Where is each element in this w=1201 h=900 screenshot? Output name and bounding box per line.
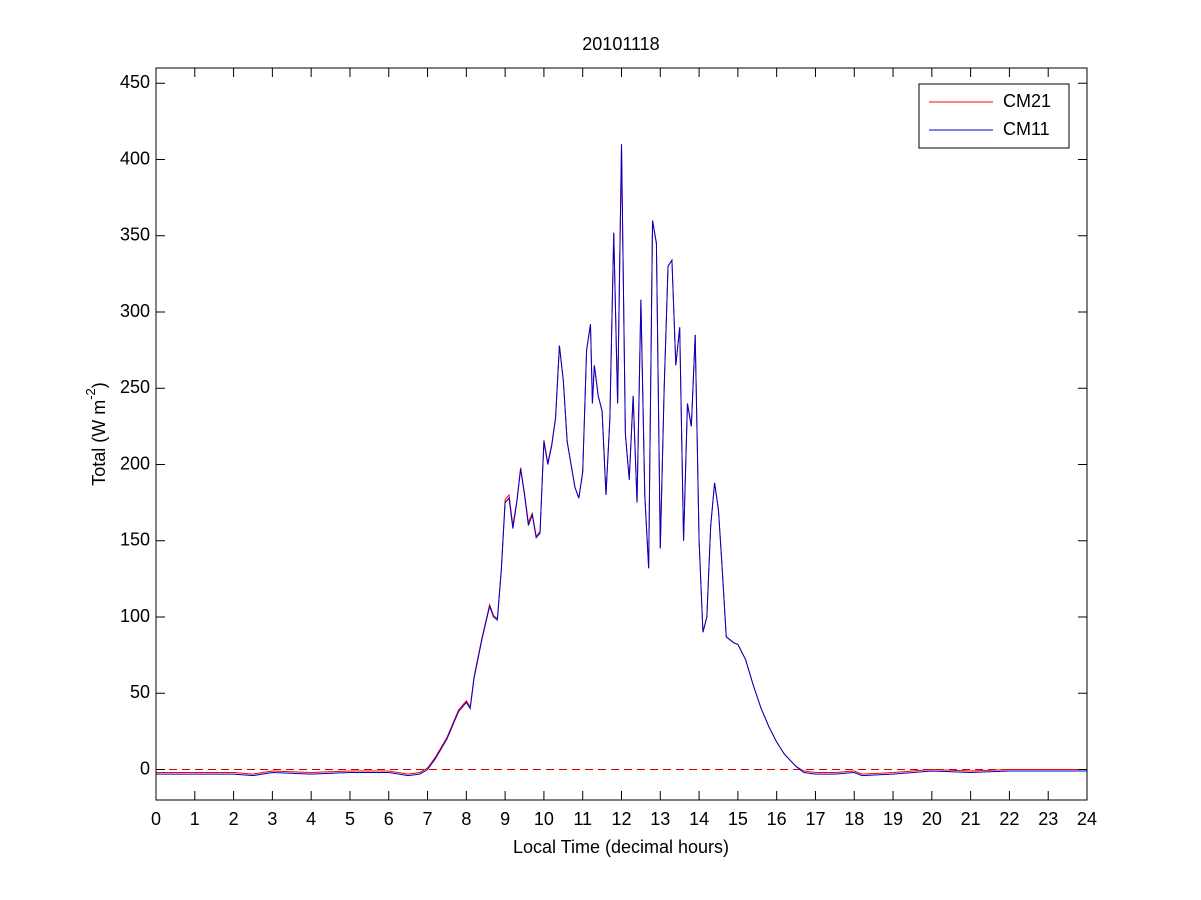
- y-label-suffix: ): [89, 382, 109, 388]
- x-tick-label: 20: [922, 809, 942, 829]
- y-tick-label: 50: [130, 682, 150, 702]
- x-tick-label: 17: [805, 809, 825, 829]
- x-tick-label: 13: [650, 809, 670, 829]
- y-tick-label: 300: [120, 301, 150, 321]
- y-tick-label: 250: [120, 377, 150, 397]
- legend: CM21 CM11: [918, 83, 1070, 149]
- x-tick-label: 8: [461, 809, 471, 829]
- x-tick-label: 4: [306, 809, 316, 829]
- x-tick-label: 7: [423, 809, 433, 829]
- chart-title: 20101118: [582, 34, 659, 54]
- x-tick-label: 12: [611, 809, 631, 829]
- x-tick-label: 9: [500, 809, 510, 829]
- x-tick-label: 21: [961, 809, 981, 829]
- x-tick-label: 2: [229, 809, 239, 829]
- x-tick-label: 18: [844, 809, 864, 829]
- legend-label: CM21: [1003, 91, 1051, 111]
- x-tick-label: 16: [767, 809, 787, 829]
- x-tick-label: 10: [534, 809, 554, 829]
- legend-box: [918, 83, 1070, 149]
- x-axis-label: Local Time (decimal hours): [513, 837, 729, 857]
- x-tick-label: 23: [1038, 809, 1058, 829]
- x-tick-label: 11: [573, 809, 592, 829]
- x-tick-label: 19: [883, 809, 903, 829]
- y-tick-label: 100: [120, 606, 150, 626]
- y-tick-label: 450: [120, 72, 150, 92]
- series-line: [156, 144, 1087, 777]
- x-tick-label: 5: [345, 809, 355, 829]
- y-tick-label: 150: [120, 530, 150, 550]
- y-label-text: Total (W m: [89, 400, 109, 486]
- x-tick-label: 1: [190, 809, 200, 829]
- x-tick-label: 3: [267, 809, 277, 829]
- x-tick-label: 22: [999, 809, 1019, 829]
- y-tick-label: 200: [120, 453, 150, 473]
- x-tick-label: 24: [1077, 809, 1097, 829]
- y-axis-label: Total (W m-2): [83, 382, 108, 486]
- x-tick-label: 15: [728, 809, 748, 829]
- y-tick-label: 350: [120, 225, 150, 245]
- x-tick-label: 0: [151, 809, 161, 829]
- legend-label: CM11: [1003, 119, 1050, 139]
- x-tick-label: 6: [384, 809, 394, 829]
- x-tick-label: 14: [689, 809, 709, 829]
- y-tick-label: 400: [120, 148, 150, 168]
- y-tick-label: 0: [140, 758, 150, 778]
- y-label-sup: -2: [83, 388, 98, 400]
